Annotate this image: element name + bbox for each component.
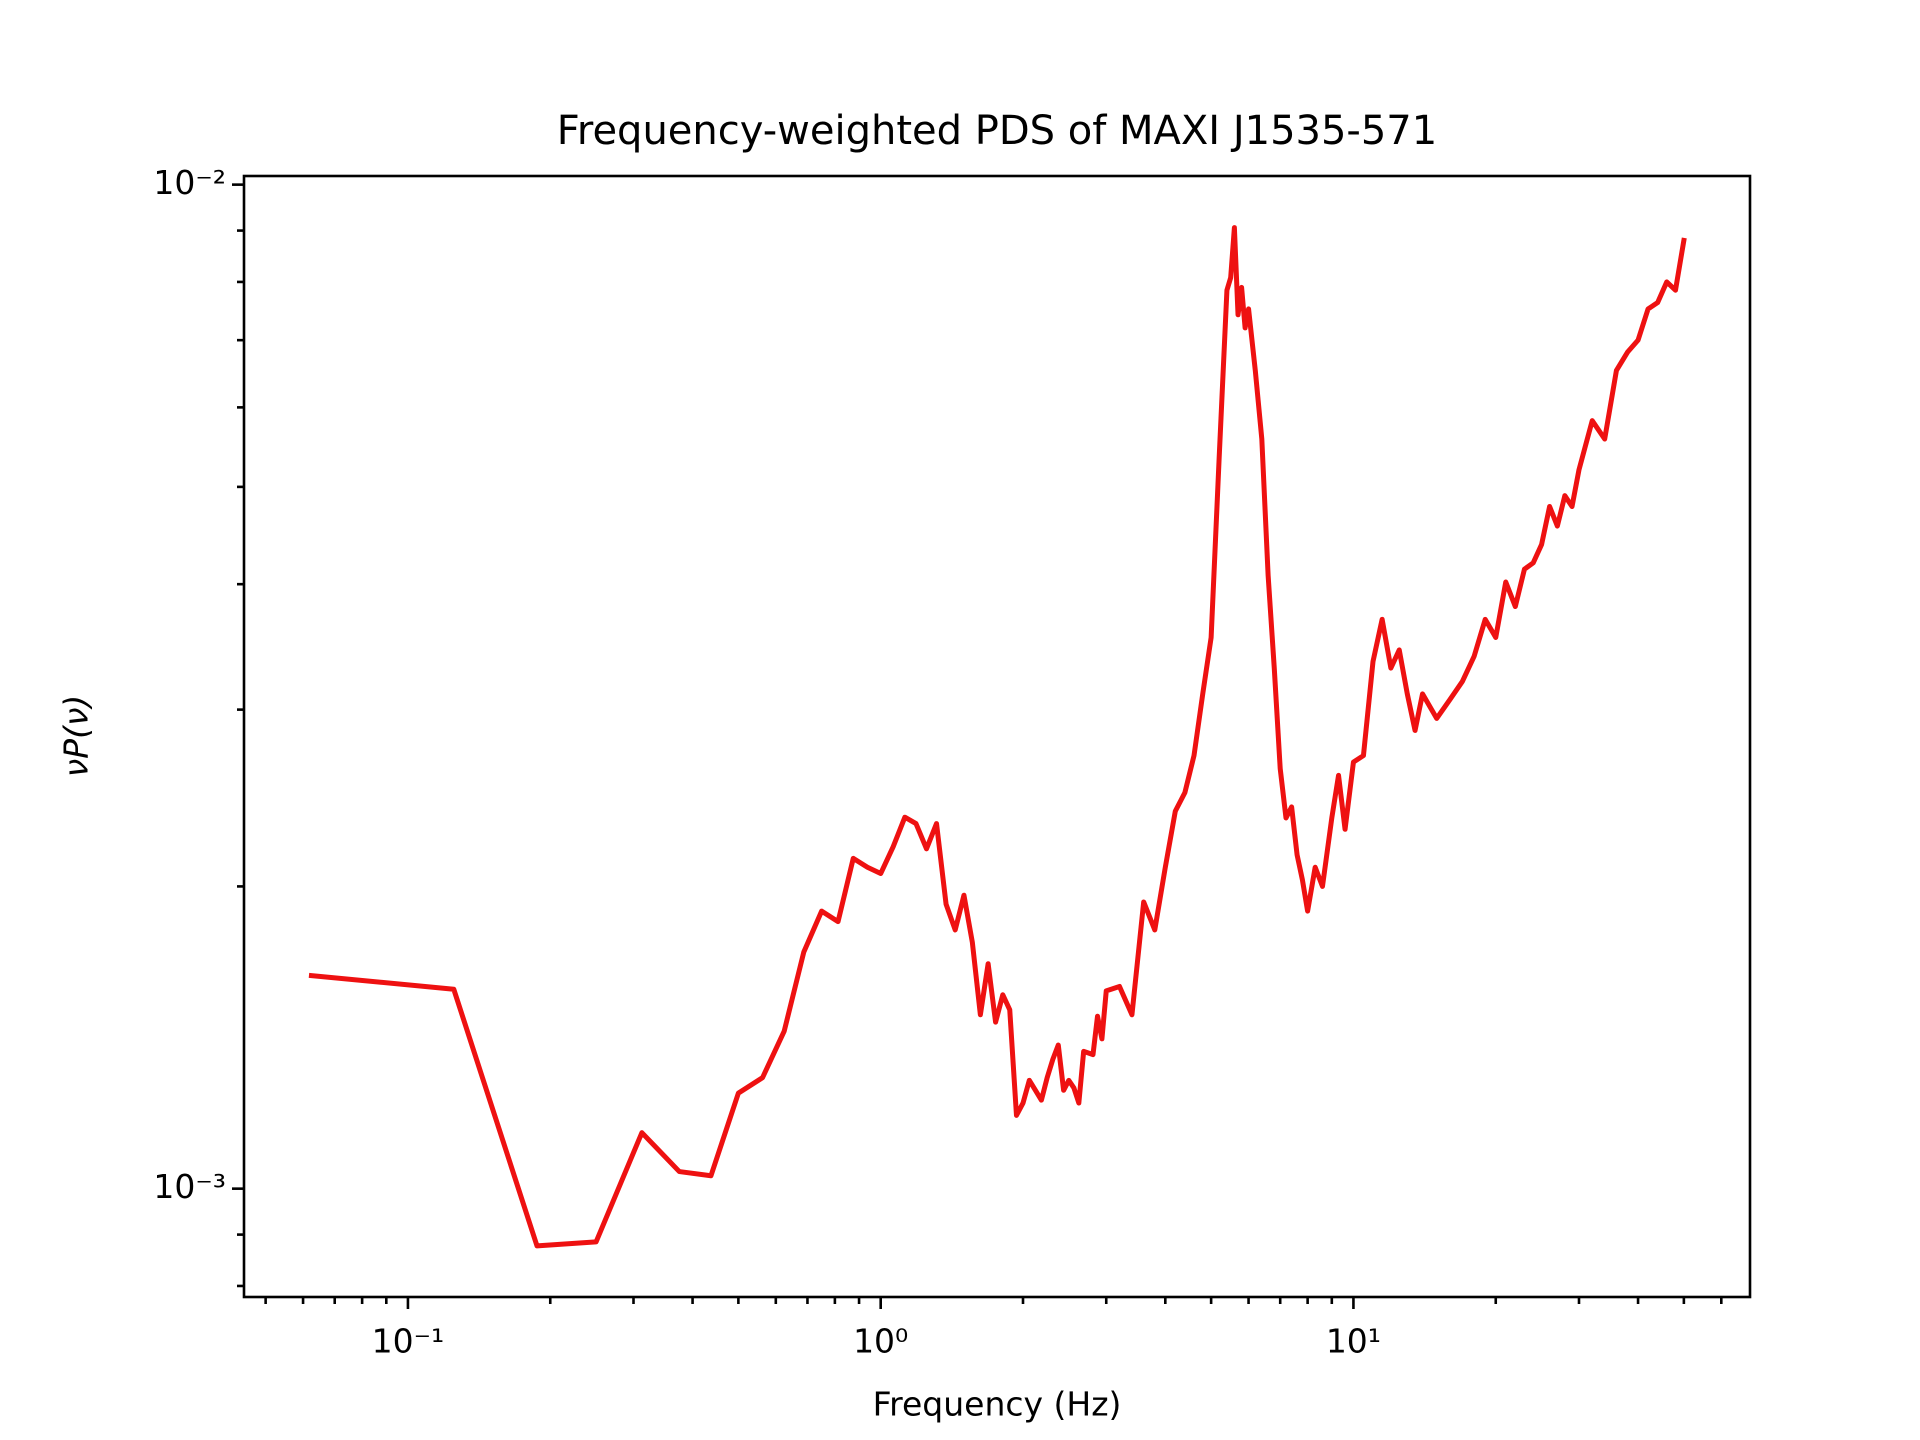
y-tick-label: 10⁻³ [153,1167,226,1206]
chart-title: Frequency-weighted PDS of MAXI J1535-571 [557,108,1437,154]
x-tick-label: 10⁻¹ [372,1322,445,1361]
x-tick-label: 10¹ [1326,1322,1381,1361]
plot-frame [242,174,1752,1299]
x-axis-label: Frequency (Hz) [873,1385,1122,1424]
x-tick-label: 10⁰ [853,1322,908,1361]
data-line [308,225,1687,1249]
y-tick-label: 10⁻² [153,163,226,202]
y-axis-label: νP(ν) [57,695,96,778]
